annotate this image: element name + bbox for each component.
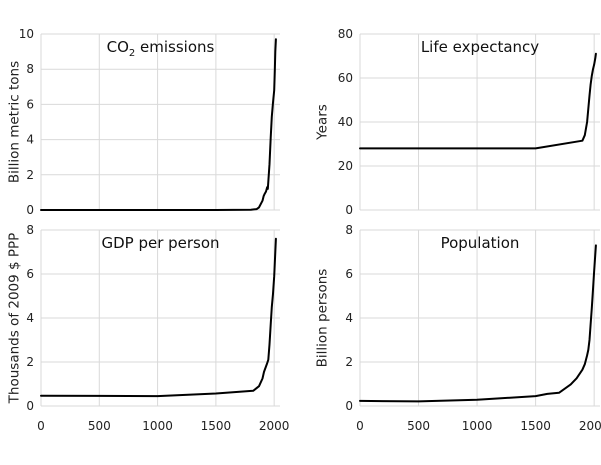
y-tick-label-4: 4	[345, 311, 353, 325]
ylabel-gdp: Thousands of 2009 $ PPP	[7, 233, 23, 405]
y-tick-label-6: 6	[345, 267, 353, 281]
title-gdp: GDP per person	[101, 234, 219, 252]
y-tick-label-10: 10	[19, 27, 34, 41]
x-tick-label-500: 500	[88, 419, 111, 433]
y-tick-label-0: 0	[345, 203, 353, 217]
y-tick-label-6: 6	[26, 97, 34, 111]
xticks-pop: 0 500 1000 1500 2000	[356, 419, 601, 433]
y-tick-label-4: 4	[26, 133, 34, 147]
panel-gdp-per-person: 0 2 4 6 8 0 500 1000 1500 2000 Thousands of 2009…	[7, 223, 290, 433]
x-tick-label-1000: 1000	[142, 419, 173, 433]
yticks-pop: 0 2 4 6 8	[345, 223, 353, 413]
grid-life	[359, 33, 600, 211]
yticks-life: 0 20 40 60 80	[338, 27, 353, 217]
grid-co2	[40, 33, 280, 211]
x-tick-label-0: 0	[356, 419, 364, 433]
y-tick-label-60: 60	[338, 71, 353, 85]
ylabel-life: Years	[315, 104, 331, 141]
yticks-gdp: 0 2 4 6 8	[26, 223, 34, 413]
x-tick-label-1500: 1500	[201, 419, 232, 433]
series-line-co2	[40, 38, 277, 211]
x-tick-label-1500: 1500	[520, 419, 551, 433]
title-co2: CO2 emissions	[107, 38, 215, 59]
y-tick-label-4: 4	[26, 311, 34, 325]
title-pop: Population	[441, 234, 520, 252]
ylabel-co2: Billion metric tons	[7, 61, 23, 183]
series-line-gdp	[40, 237, 277, 398]
panel-population: 0 2 4 6 8 0 500 1000 1500 2000 Billion persons P…	[315, 223, 601, 433]
title-co2-main: CO	[107, 38, 129, 56]
y-tick-label-8: 8	[26, 223, 34, 237]
title-life: Life expectancy	[421, 38, 539, 56]
y-tick-label-2: 2	[26, 168, 34, 182]
ylabel-pop: Billion persons	[315, 269, 331, 368]
y-tick-label-80: 80	[338, 27, 353, 41]
y-tick-label-2: 2	[26, 355, 34, 369]
series-line-pop	[359, 244, 597, 403]
y-tick-label-0: 0	[26, 399, 34, 413]
y-tick-label-8: 8	[345, 223, 353, 237]
y-tick-label-2: 2	[345, 355, 353, 369]
y-tick-label-40: 40	[338, 115, 353, 129]
yticks-co2: 0 2 4 6 8 10	[19, 27, 34, 217]
series-line-life	[359, 52, 597, 150]
x-tick-label-500: 500	[407, 419, 430, 433]
grid-gdp	[40, 229, 280, 407]
y-tick-label-6: 6	[26, 267, 34, 281]
title-co2-sub: 2	[129, 48, 135, 59]
y-tick-label-20: 20	[338, 159, 353, 173]
y-tick-label-8: 8	[26, 62, 34, 76]
xticks-gdp: 0 500 1000 1500 2000	[37, 419, 289, 433]
x-tick-label-2000: 2000	[579, 419, 601, 433]
x-tick-label-0: 0	[37, 419, 45, 433]
y-tick-label-0: 0	[345, 399, 353, 413]
x-tick-label-2000: 2000	[259, 419, 290, 433]
panel-life-expectancy: 0 20 40 60 80 Years Life expectancy	[315, 27, 600, 217]
y-tick-label-0: 0	[26, 203, 34, 217]
x-tick-label-1000: 1000	[462, 419, 493, 433]
title-co2-rest: emissions	[135, 38, 214, 56]
grid-pop	[359, 229, 600, 407]
